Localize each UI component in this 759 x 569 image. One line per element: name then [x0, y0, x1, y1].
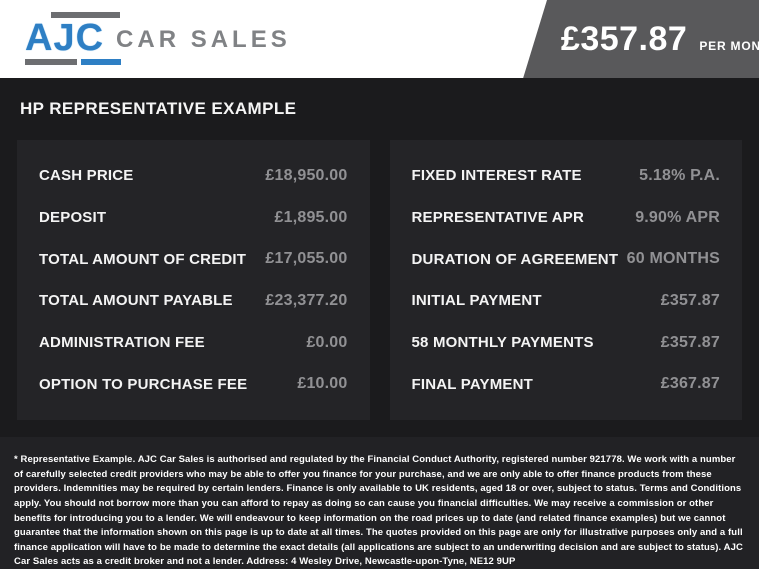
logo-bottom-left-bar — [25, 58, 77, 65]
logo-ajc-text: AJC — [25, 16, 105, 59]
row-value: 9.90% APR — [635, 208, 720, 226]
finance-row-admin-fee: ADMINISTRATION FEE £0.00 — [39, 322, 348, 364]
ajc-logo-mark: AJC — [25, 11, 121, 65]
header: AJC CAR SALES £357.87 PER MONTH* — [0, 0, 759, 78]
row-value: £17,055.00 — [265, 250, 348, 268]
finance-row-option-to-purchase-fee: OPTION TO PURCHASE FEE £10.00 — [39, 363, 348, 405]
finance-panel-right: FIXED INTEREST RATE 5.18% P.A. REPRESENT… — [389, 140, 742, 421]
ajc-car-sales-logo: AJC CAR SALES — [25, 11, 291, 65]
finance-row-deposit: DEPOSIT £1,895.00 — [39, 197, 348, 239]
row-label: REPRESENTATIVE APR — [411, 209, 585, 227]
finance-row-total-credit: TOTAL AMOUNT OF CREDIT £17,055.00 — [39, 238, 348, 280]
monthly-price-banner: £357.87 PER MONTH* — [523, 0, 759, 78]
monthly-price-amount: £357.87 — [561, 19, 688, 58]
row-label: TOTAL AMOUNT OF CREDIT — [39, 250, 247, 268]
finance-row-initial-payment: INITIAL PAYMENT £357.87 — [412, 280, 721, 322]
finance-row-fixed-interest-rate: FIXED INTEREST RATE 5.18% P.A. — [412, 155, 721, 197]
representative-example-disclaimer: * Representative Example. AJC Car Sales … — [14, 454, 743, 568]
row-label: FIXED INTEREST RATE — [411, 167, 582, 185]
finance-row-duration: DURATION OF AGREEMENT 60 MONTHS — [412, 238, 721, 280]
row-value: £23,377.20 — [265, 291, 348, 309]
section-title-bar: HP REPRESENTATIVE EXAMPLE — [0, 78, 759, 140]
row-value: £357.87 — [660, 333, 720, 351]
logo-car-sales-text: CAR SALES — [116, 26, 291, 53]
row-value: £0.00 — [306, 333, 348, 351]
logo-bottom-right-bar — [81, 58, 121, 65]
page-title: HP REPRESENTATIVE EXAMPLE — [20, 99, 297, 118]
row-label: ADMINISTRATION FEE — [39, 334, 205, 352]
footer: * Representative Example. AJC Car Sales … — [0, 437, 759, 569]
logo-top-bar — [51, 11, 120, 18]
row-value: £1,895.00 — [274, 208, 348, 226]
monthly-price-period: PER MONTH* — [699, 38, 759, 53]
row-label: FINAL PAYMENT — [411, 375, 534, 393]
row-value: 5.18% P.A. — [639, 166, 720, 184]
finance-row-representative-apr: REPRESENTATIVE APR 9.90% APR — [412, 197, 721, 239]
row-label: 58 MONTHLY PAYMENTS — [411, 334, 594, 352]
row-value: £357.87 — [660, 291, 720, 309]
row-value: £367.87 — [660, 375, 720, 393]
finance-panels: CASH PRICE £18,950.00 DEPOSIT £1,895.00 … — [0, 140, 759, 421]
row-label: CASH PRICE — [39, 167, 134, 185]
finance-row-monthly-payments: 58 MONTHLY PAYMENTS £357.87 — [412, 322, 721, 364]
row-value: 60 MONTHS — [626, 250, 720, 268]
row-label: INITIAL PAYMENT — [411, 292, 542, 310]
row-label: DEPOSIT — [39, 209, 107, 227]
monthly-price-banner-content: £357.87 PER MONTH* — [535, 20, 759, 59]
finance-row-total-payable: TOTAL AMOUNT PAYABLE £23,377.20 — [39, 280, 348, 322]
row-label: DURATION OF AGREEMENT — [411, 250, 619, 268]
finance-row-cash-price: CASH PRICE £18,950.00 — [39, 155, 348, 197]
row-value: £18,950.00 — [265, 166, 348, 184]
finance-panel-left: CASH PRICE £18,950.00 DEPOSIT £1,895.00 … — [17, 140, 370, 421]
row-label: TOTAL AMOUNT PAYABLE — [39, 292, 233, 310]
row-value: £10.00 — [297, 375, 348, 393]
row-label: OPTION TO PURCHASE FEE — [39, 375, 248, 393]
finance-row-final-payment: FINAL PAYMENT £367.87 — [412, 363, 721, 405]
